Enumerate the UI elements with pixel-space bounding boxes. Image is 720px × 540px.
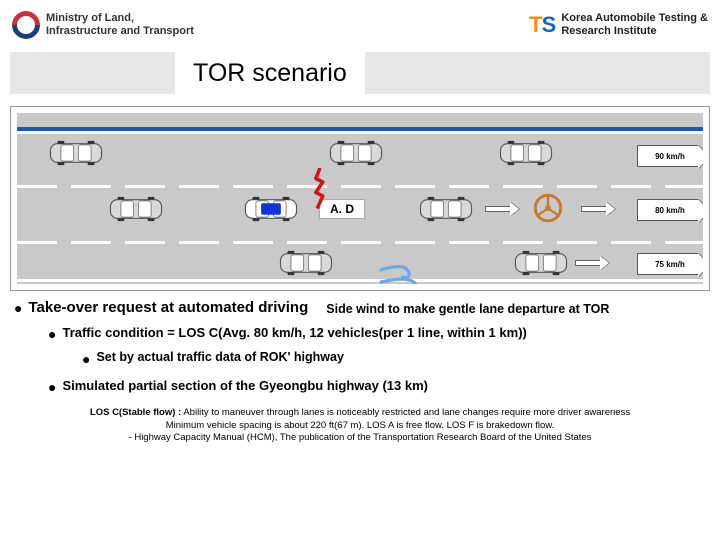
road-scene: A. D90 km/h80 km/h75 km/h: [17, 113, 703, 284]
alert-icon: [313, 168, 327, 208]
traffic-vehicle: [107, 195, 165, 223]
direction-arrow-icon: [581, 205, 615, 213]
footnote: LOS C(Stable flow) : Ability to maneuver…: [14, 407, 706, 444]
traffic-vehicle: [327, 139, 385, 167]
bullet-icon: ●: [48, 325, 56, 345]
traffic-vehicle: [417, 195, 475, 223]
ministry-line2: Infrastructure and Transport: [46, 25, 194, 38]
page-title: TOR scenario: [175, 52, 365, 94]
traffic-vehicle: [277, 249, 335, 277]
bullet-icon: ●: [48, 378, 56, 398]
main-bullet: ● Take-over request at automated driving: [14, 299, 308, 319]
title-bar: TOR scenario: [10, 52, 710, 94]
sub-bullet-2: ● Set by actual traffic data of ROK' hig…: [82, 350, 706, 370]
lane-edge: [17, 131, 703, 134]
katri-line2: Research Institute: [561, 25, 708, 38]
body-text: ● Take-over request at automated driving…: [14, 297, 706, 397]
ts-logo-icon: TS: [529, 12, 555, 38]
lane-divider: [17, 241, 703, 244]
bullet-icon: ●: [14, 299, 22, 319]
molit-logo: Ministry of Land, Infrastructure and Tra…: [12, 11, 194, 39]
speed-arrow-top: 90 km/h: [637, 145, 699, 167]
speed-arrow-mid: 80 km/h: [637, 199, 699, 221]
bullet-icon: ●: [82, 350, 90, 370]
header: Ministry of Land, Infrastructure and Tra…: [0, 0, 720, 50]
traffic-vehicle: [497, 139, 555, 167]
traffic-vehicle: [47, 139, 105, 167]
molit-circle-icon: [6, 5, 46, 45]
molit-text: Ministry of Land, Infrastructure and Tra…: [46, 12, 194, 38]
katri-text: Korea Automobile Testing & Research Inst…: [561, 12, 708, 37]
side-note: Side wind to make gentle lane departure …: [326, 302, 609, 316]
katri-line1: Korea Automobile Testing &: [561, 12, 708, 25]
ego-vehicle: [242, 195, 300, 223]
sub-bullet-1: ● Traffic condition = LOS C(Avg. 80 km/h…: [48, 325, 706, 345]
wind-icon: [377, 258, 425, 284]
scene-frame: A. D90 km/h80 km/h75 km/h: [10, 106, 710, 291]
ministry-line1: Ministry of Land,: [46, 12, 194, 25]
direction-arrow-icon: [485, 205, 519, 213]
speed-arrow-bot: 75 km/h: [637, 253, 699, 275]
direction-arrow-icon: [575, 259, 609, 267]
sub-bullet-3: ● Simulated partial section of the Gyeon…: [48, 378, 706, 398]
traffic-vehicle: [512, 249, 570, 277]
lane-divider: [17, 185, 703, 188]
lane-edge: [17, 279, 703, 282]
header-right: TS Korea Automobile Testing & Research I…: [529, 12, 708, 38]
steering-wheel-icon: [533, 193, 563, 223]
